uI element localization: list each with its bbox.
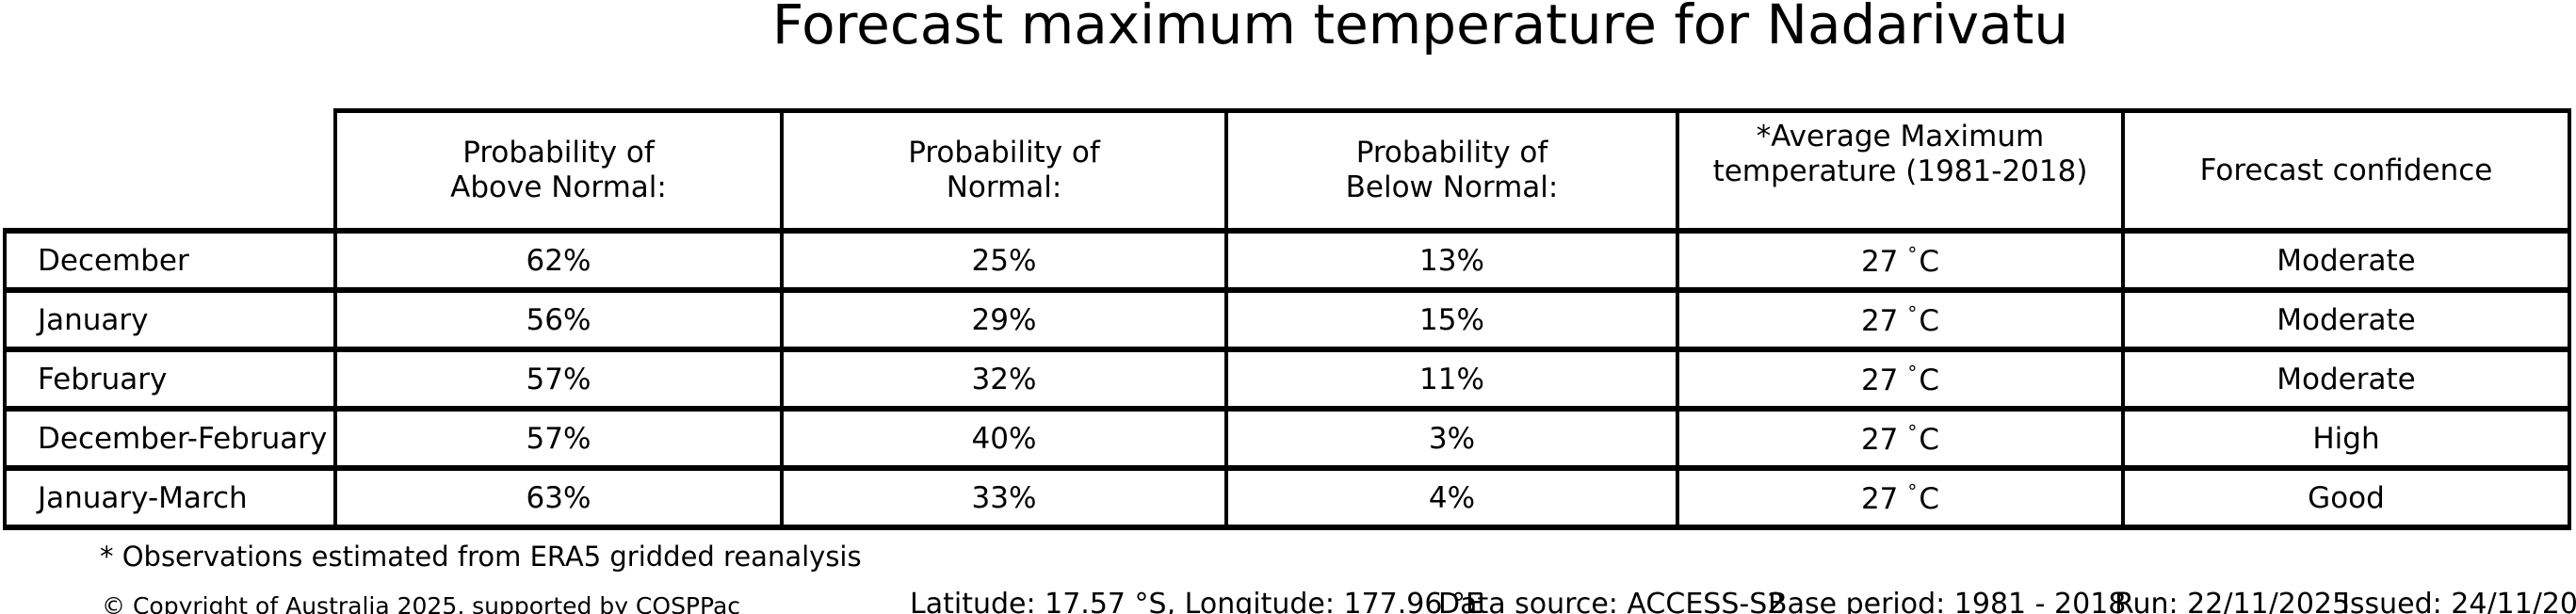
- header-avg-max-temp: *Average Maximum temperature (1981-2018): [1676, 108, 2125, 234]
- header-line: Normal:: [946, 170, 1062, 204]
- cell-below-normal: 11%: [1224, 347, 1679, 412]
- cell-above-normal: 57%: [333, 406, 784, 471]
- header-line: Probability of: [1355, 136, 1548, 170]
- cell-normal: 40%: [780, 406, 1228, 471]
- header-line: Below Normal:: [1345, 170, 1559, 204]
- cell-confidence: Good: [2121, 465, 2571, 530]
- header-blank-cell: [5, 111, 335, 232]
- celsius-letter: C: [1919, 422, 1940, 457]
- cell-below-normal: 15%: [1224, 287, 1679, 352]
- temp-value: 27: [1860, 422, 1899, 457]
- footer-base-period: Base period: 1981 - 2018: [1768, 588, 2127, 614]
- header-line: Above Normal:: [450, 170, 667, 204]
- cell-above-normal: 57%: [333, 347, 784, 412]
- degree-symbol: °: [1907, 361, 1918, 384]
- celsius-letter: C: [1919, 481, 1940, 516]
- header-line: *Average Maximum: [1756, 120, 2045, 154]
- celsius-letter: C: [1919, 303, 1940, 338]
- row-label: January: [3, 287, 337, 352]
- footer-data-source: Data source: ACCESS-S2: [1438, 588, 1786, 614]
- table-header-row: Probability of Above Normal: Probability…: [5, 108, 2571, 234]
- header-forecast-confidence: Forecast confidence: [2121, 108, 2571, 234]
- row-label: February: [3, 347, 337, 412]
- temp-value: 27: [1860, 244, 1899, 279]
- footer-copyright: © Copyright of Australia 2025, supported…: [102, 592, 741, 614]
- header-prob-below-normal: Probability of Below Normal:: [1224, 108, 1679, 234]
- cell-below-normal: 3%: [1224, 406, 1679, 471]
- cell-confidence: Moderate: [2121, 228, 2571, 293]
- cell-avg-temp: 27 °C: [1676, 406, 2125, 471]
- celsius-letter: C: [1919, 244, 1940, 279]
- degree-symbol: °: [1907, 479, 1918, 503]
- header-prob-above-normal: Probability of Above Normal:: [333, 108, 784, 234]
- row-label: December-February: [3, 406, 337, 471]
- footer-issued-date: Issued: 24/11/2025: [2341, 588, 2576, 614]
- cell-below-normal: 13%: [1224, 228, 1679, 293]
- header-line: Probability of: [908, 136, 1100, 170]
- temp-value: 27: [1860, 303, 1899, 338]
- footer-location: Latitude: 17.57 °S, Longitude: 177.96 °E: [910, 588, 1483, 614]
- table-row-february: February 57% 32% 11% 27 °C Moderate: [3, 347, 2571, 412]
- temp-value: 27: [1860, 481, 1899, 516]
- cell-above-normal: 62%: [333, 228, 784, 293]
- table-row-december: December 62% 25% 13% 27 °C Moderate: [3, 228, 2571, 293]
- degree-symbol: °: [1907, 420, 1918, 444]
- cell-above-normal: 56%: [333, 287, 784, 352]
- cell-below-normal: 4%: [1224, 465, 1679, 530]
- table-row-january: January 56% 29% 15% 27 °C Moderate: [3, 287, 2571, 352]
- degree-symbol: °: [1907, 301, 1918, 325]
- row-label: January-March: [3, 465, 337, 530]
- footnote: * Observations estimated from ERA5 gridd…: [100, 541, 862, 573]
- footer-run-date: Run: 22/11/2025: [2114, 588, 2351, 614]
- table-row-december-february: December-February 57% 40% 3% 27 °C High: [3, 406, 2571, 471]
- page-title: Forecast maximum temperature for Nadariv…: [771, 0, 2069, 57]
- table-row-january-march: January-March 63% 33% 4% 27 °C Good: [3, 465, 2571, 530]
- forecast-table: Probability of Above Normal: Probability…: [3, 108, 2571, 530]
- cell-above-normal: 63%: [333, 465, 784, 530]
- cell-confidence: Moderate: [2121, 347, 2571, 412]
- celsius-letter: C: [1919, 363, 1940, 397]
- cell-confidence: Moderate: [2121, 287, 2571, 352]
- header-text-block: *Average Maximum temperature (1981-2018): [1679, 120, 2121, 189]
- header-line: temperature (1981-2018): [1712, 154, 2088, 188]
- header-prob-normal: Probability of Normal:: [780, 108, 1228, 234]
- degree-symbol: °: [1907, 242, 1918, 266]
- temp-value: 27: [1860, 363, 1899, 397]
- cell-normal: 32%: [780, 347, 1228, 412]
- cell-normal: 25%: [780, 228, 1228, 293]
- header-line: Probability of: [462, 136, 655, 170]
- cell-normal: 33%: [780, 465, 1228, 530]
- cell-avg-temp: 27 °C: [1676, 228, 2125, 293]
- row-label: December: [3, 228, 337, 293]
- cell-confidence: High: [2121, 406, 2571, 471]
- header-line: Forecast confidence: [2199, 153, 2493, 187]
- cell-normal: 29%: [780, 287, 1228, 352]
- cell-avg-temp: 27 °C: [1676, 465, 2125, 530]
- cell-avg-temp: 27 °C: [1676, 287, 2125, 352]
- cell-avg-temp: 27 °C: [1676, 347, 2125, 412]
